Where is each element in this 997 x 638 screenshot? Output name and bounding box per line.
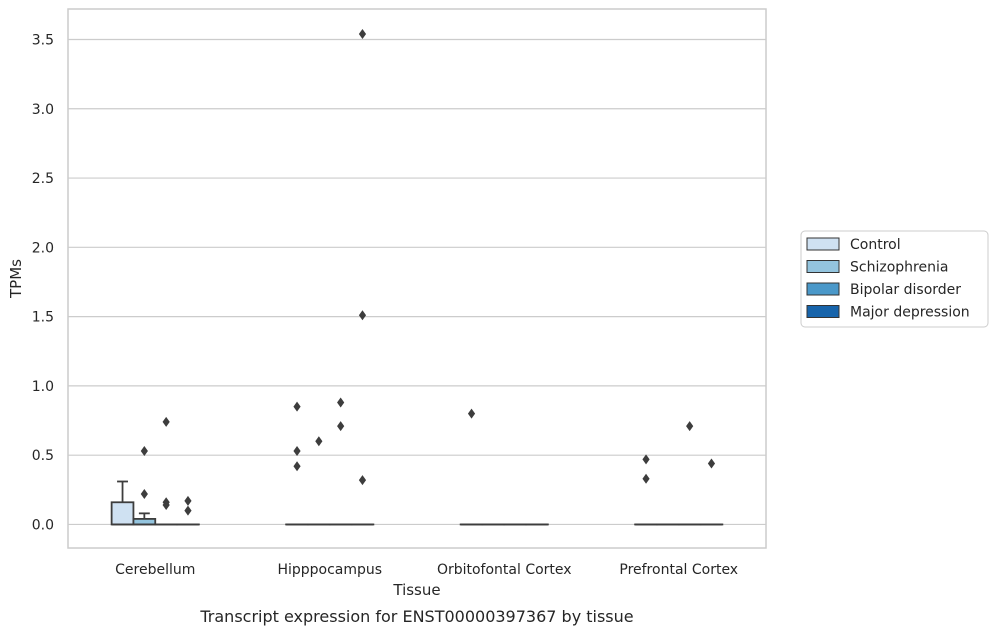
- outlier-point: [708, 458, 715, 468]
- outlier-point: [359, 310, 366, 320]
- plot-frame: [68, 9, 766, 548]
- x-axis-label: Tissue: [392, 581, 440, 599]
- outlier-point: [293, 461, 300, 471]
- box-control: [461, 409, 483, 525]
- outlier-point: [359, 29, 366, 39]
- outlier-point: [642, 454, 649, 464]
- outlier-point: [293, 446, 300, 456]
- y-axis-label: TPMs: [7, 259, 25, 299]
- y-tick-label: 0.5: [32, 448, 54, 464]
- legend-label: Schizophrenia: [850, 260, 948, 276]
- y-tick-label: 2.0: [32, 240, 54, 256]
- outlier-point: [642, 474, 649, 484]
- outlier-point: [686, 421, 693, 431]
- outlier-point: [184, 496, 191, 506]
- legend-swatch: [807, 238, 839, 250]
- outlier-point: [163, 417, 170, 427]
- outlier-point: [468, 409, 475, 419]
- box-control: [635, 454, 657, 524]
- outlier-point: [337, 421, 344, 431]
- outlier-point: [359, 475, 366, 485]
- gridlines: [68, 39, 766, 524]
- box-major-depression: [701, 458, 723, 524]
- box-major-depression: [352, 29, 374, 525]
- legend: Control Schizophrenia Bipolar disorder Majo…: [801, 231, 988, 327]
- legend-swatch: [807, 283, 839, 295]
- y-axis: 0.0 0.5 1.0 1.5 2.0 2.5 3.0 3.5: [32, 32, 54, 533]
- y-tick-label: 1.5: [32, 310, 54, 326]
- y-tick-label: 1.0: [32, 379, 54, 395]
- legend-swatch: [807, 261, 839, 273]
- x-axis: Cerebellum Hipppocampus Orbitofontal Corte…: [115, 562, 738, 578]
- box-bipolar-disorder: [155, 417, 177, 525]
- outlier-point: [141, 446, 148, 456]
- outlier-point: [184, 506, 191, 516]
- legend-swatch: [807, 306, 839, 318]
- y-tick-label: 2.5: [32, 171, 54, 187]
- legend-label: Control: [850, 237, 901, 253]
- x-tick-label: Prefrontal Cortex: [619, 562, 738, 578]
- plot-area: [112, 29, 723, 525]
- x-tick-label: Cerebellum: [115, 562, 195, 578]
- box-schizophrenia: [308, 436, 330, 524]
- legend-label: Major depression: [850, 305, 970, 321]
- legend-label: Bipolar disorder: [850, 282, 961, 298]
- y-tick-label: 3.0: [32, 102, 54, 118]
- box-iqr: [112, 502, 134, 524]
- box-major-depression: [177, 496, 199, 525]
- box-bipolar-disorder: [330, 398, 352, 525]
- outlier-point: [141, 489, 148, 499]
- chart-caption: Transcript expression for ENST0000039736…: [199, 607, 633, 626]
- box-control: [286, 402, 308, 525]
- box-schizophrenia: [133, 446, 155, 524]
- x-tick-label: Hipppocampus: [277, 562, 382, 578]
- outlier-point: [315, 436, 322, 446]
- y-tick-label: 3.5: [32, 32, 54, 48]
- y-tick-label: 0.0: [32, 517, 54, 533]
- outlier-point: [293, 402, 300, 412]
- box-control: [112, 481, 134, 524]
- outlier-point: [337, 398, 344, 408]
- x-tick-label: Orbitofontal Cortex: [437, 562, 572, 578]
- box-bipolar-disorder: [679, 421, 701, 524]
